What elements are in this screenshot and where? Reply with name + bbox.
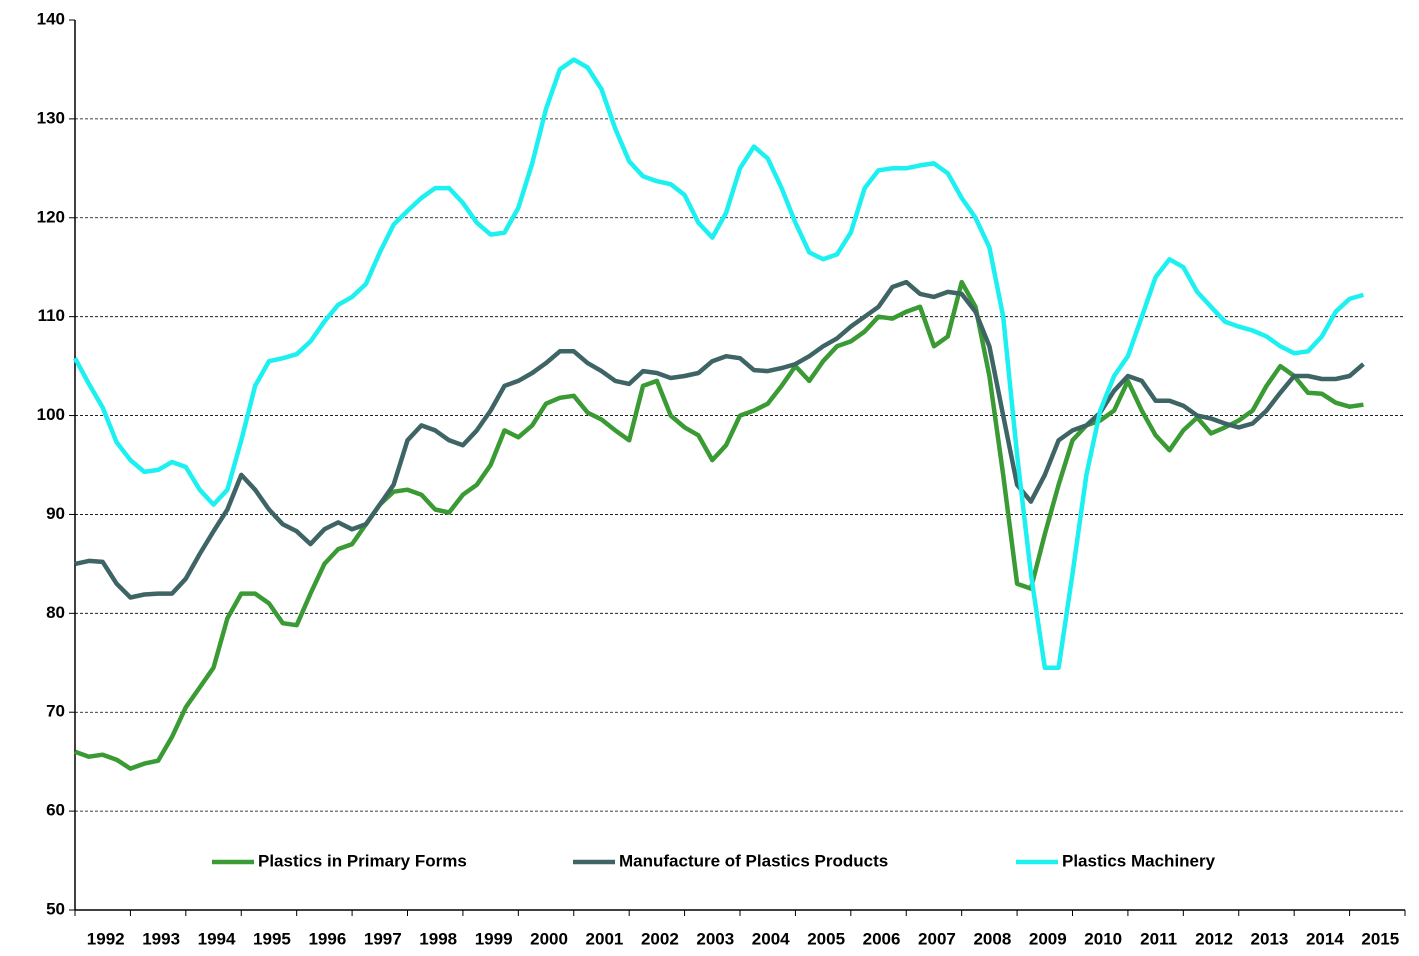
x-tick-label: 2014 [1306, 929, 1344, 948]
series-line [74, 279, 1365, 600]
x-tick-label: 2013 [1251, 929, 1289, 948]
x-tick-label: 1998 [419, 929, 457, 948]
y-tick-label: 80 [46, 603, 65, 622]
x-tick-label: 1996 [308, 929, 346, 948]
legend-label: Plastics Machinery [1062, 851, 1216, 870]
legend-label: Plastics in Primary Forms [258, 851, 467, 870]
x-tick-label: 1995 [253, 929, 291, 948]
x-tick-label: 2008 [973, 929, 1011, 948]
x-tick-label: 1993 [142, 929, 180, 948]
x-tick-label: 2005 [807, 929, 845, 948]
x-tick-label: 2001 [586, 929, 624, 948]
x-tick-label: 1994 [198, 929, 236, 948]
x-tick-label: 2003 [696, 929, 734, 948]
y-tick-label: 130 [37, 108, 65, 127]
x-tick-label: 2004 [752, 929, 790, 948]
x-tick-label: 2006 [863, 929, 901, 948]
series-line [74, 279, 1364, 771]
x-tick-label: 2010 [1084, 929, 1122, 948]
y-tick-label: 50 [46, 899, 65, 918]
y-tick-label: 140 [37, 9, 65, 28]
series-line [73, 57, 1365, 670]
y-tick-label: 70 [46, 702, 65, 721]
y-tick-label: 90 [46, 504, 65, 523]
legend-label: Manufacture of Plastics Products [619, 851, 888, 870]
x-tick-label: 2009 [1029, 929, 1067, 948]
y-tick-label: 120 [37, 207, 65, 226]
x-tick-label: 2002 [641, 929, 679, 948]
x-tick-label: 2012 [1195, 929, 1233, 948]
x-tick-label: 1992 [87, 929, 125, 948]
x-tick-label: 1997 [364, 929, 402, 948]
x-tick-label: 2015 [1361, 929, 1399, 948]
y-tick-label: 60 [46, 801, 65, 820]
y-tick-label: 110 [38, 306, 65, 325]
x-tick-label: 1999 [475, 929, 513, 948]
y-tick-label: 100 [37, 405, 65, 424]
x-tick-label: 2000 [530, 929, 568, 948]
x-tick-label: 2007 [918, 929, 956, 948]
x-tick-label: 2011 [1140, 929, 1177, 948]
